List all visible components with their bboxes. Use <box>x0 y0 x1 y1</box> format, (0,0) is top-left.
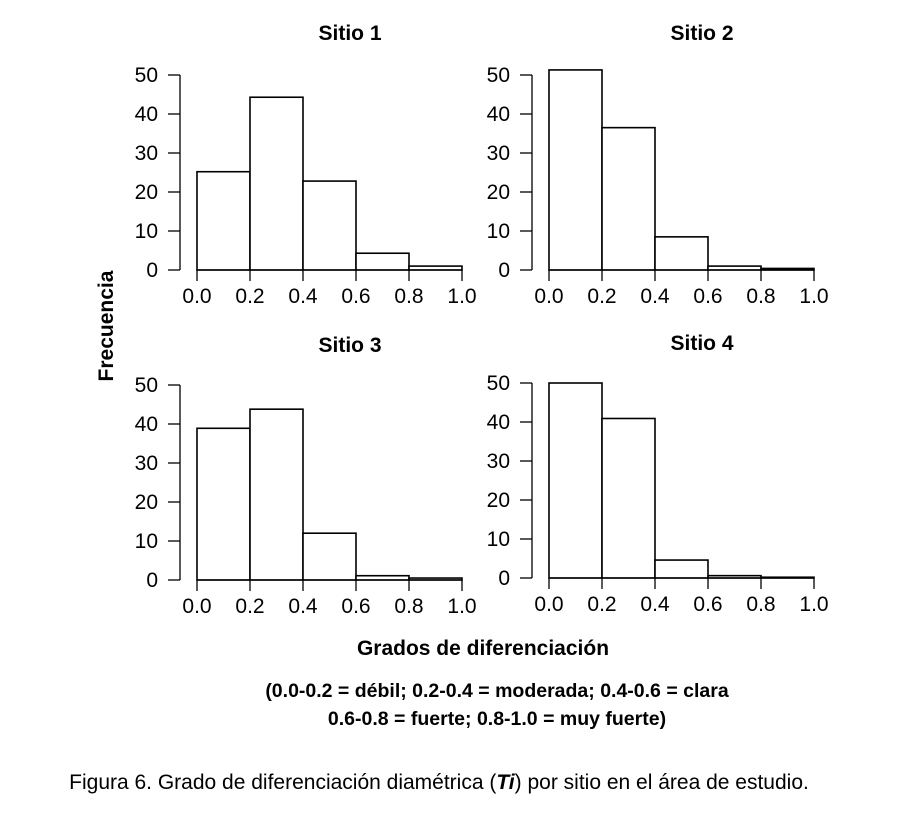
x-axis-title: Grados de diferenciación <box>357 637 609 660</box>
y-tick-label: 50 <box>487 372 510 395</box>
x-tick-label: 0.4 <box>640 593 670 616</box>
x-tick-label: 1.0 <box>799 593 828 616</box>
panel-title: Sitio 3 <box>318 334 381 357</box>
y-tick-label: 50 <box>135 64 158 87</box>
histogram-panel-4: Sitio 4 0 10 20 30 40 50 0.0 0.2 0.4 0.6 0.8 1.0 <box>487 332 829 616</box>
panel-title: Sitio 2 <box>670 22 733 45</box>
y-tick-label: 0 <box>498 567 510 590</box>
y-tick-label: 50 <box>487 64 510 87</box>
scale-note-line-1: (0.0-0.2 = débil; 0.2-0.4 = moderada; 0.… <box>265 680 729 702</box>
x-tick-label: 0.0 <box>182 285 211 308</box>
scale-note-line-2: 0.6-0.8 = fuerte; 0.8-1.0 = muy fuerte) <box>328 708 666 730</box>
panel-title: Sitio 4 <box>670 332 733 355</box>
x-tick-label: 0.0 <box>534 285 563 308</box>
y-tick-label: 40 <box>487 411 510 434</box>
y-tick-label: 30 <box>135 452 158 475</box>
x-tick-label: 0.2 <box>235 285 264 308</box>
histogram-bar <box>196 427 251 581</box>
x-tick-label: 0.4 <box>288 595 318 618</box>
y-tick-label: 50 <box>135 374 158 397</box>
histogram-panel-1: Sitio 1 0 10 20 30 40 50 0.0 0.2 0.4 0.6 0.8 1.0 <box>135 22 477 308</box>
x-tick-label: 0.4 <box>640 285 670 308</box>
x-tick-label: 0.8 <box>746 593 775 616</box>
y-tick-label: 20 <box>135 491 158 514</box>
x-tick-label: 0.6 <box>341 595 370 618</box>
x-tick-label: 0.0 <box>182 595 211 618</box>
y-tick-label: 20 <box>135 181 158 204</box>
caption-prefix: Figura 6. Grado de diferenciación diamét… <box>69 771 496 794</box>
y-tick-label: 40 <box>135 413 158 436</box>
x-tick-label: 0.2 <box>587 285 616 308</box>
histogram-bar <box>654 559 709 579</box>
x-tick-label: 0.8 <box>394 595 423 618</box>
x-tick-label: 0.8 <box>394 285 423 308</box>
y-tick-label: 0 <box>146 259 158 282</box>
x-tick-label: 0.2 <box>587 593 616 616</box>
y-axis-title: Frecuencia <box>95 270 118 381</box>
x-tick-label: 1.0 <box>799 285 828 308</box>
x-tick-label: 1.0 <box>447 285 476 308</box>
caption-suffix: ) por sitio en el área de estudio. <box>515 771 809 794</box>
histogram-panel-3: Sitio 3 0 10 20 30 40 50 0.0 0.2 0.4 0.6 0.8 1.0 <box>135 334 477 618</box>
histogram-bar <box>601 417 656 579</box>
histogram-panel-2: Sitio 2 0 10 20 30 40 50 0.0 0.2 0.4 0.6 0.8 1.0 <box>487 22 829 308</box>
panel-title: Sitio 1 <box>318 22 381 45</box>
histogram-bar <box>196 170 251 271</box>
y-tick-label: 30 <box>487 450 510 473</box>
histogram-bar <box>654 236 709 271</box>
x-tick-label: 1.0 <box>447 595 476 618</box>
x-tick-label: 0.8 <box>746 285 775 308</box>
y-tick-label: 30 <box>135 142 158 165</box>
histogram-bar <box>249 408 304 581</box>
caption-symbol: Ti <box>496 771 515 794</box>
y-tick-label: 40 <box>135 103 158 126</box>
histogram-bar <box>302 532 357 581</box>
x-tick-label: 0.0 <box>534 593 563 616</box>
y-tick-label: 0 <box>146 569 158 592</box>
x-tick-label: 0.6 <box>341 285 370 308</box>
x-tick-label: 0.4 <box>288 285 318 308</box>
y-tick-label: 10 <box>487 220 510 243</box>
y-tick-label: 10 <box>135 220 158 243</box>
y-tick-label: 0 <box>498 259 510 282</box>
y-tick-label: 30 <box>487 142 510 165</box>
y-tick-label: 20 <box>487 181 510 204</box>
histogram-bar <box>355 252 410 271</box>
x-tick-label: 0.6 <box>693 285 722 308</box>
y-tick-label: 10 <box>135 530 158 553</box>
x-tick-label: 0.2 <box>235 595 264 618</box>
histogram-bar <box>601 126 656 271</box>
figure-caption: Figura 6. Grado de diferenciación diamét… <box>69 771 809 794</box>
histogram-bar <box>302 180 357 271</box>
y-tick-label: 20 <box>487 489 510 512</box>
histogram-bar <box>249 96 304 271</box>
y-tick-label: 10 <box>487 528 510 551</box>
histogram-bar <box>548 382 603 579</box>
histogram-bar <box>548 69 603 271</box>
x-tick-label: 0.6 <box>693 593 722 616</box>
y-tick-label: 40 <box>487 103 510 126</box>
